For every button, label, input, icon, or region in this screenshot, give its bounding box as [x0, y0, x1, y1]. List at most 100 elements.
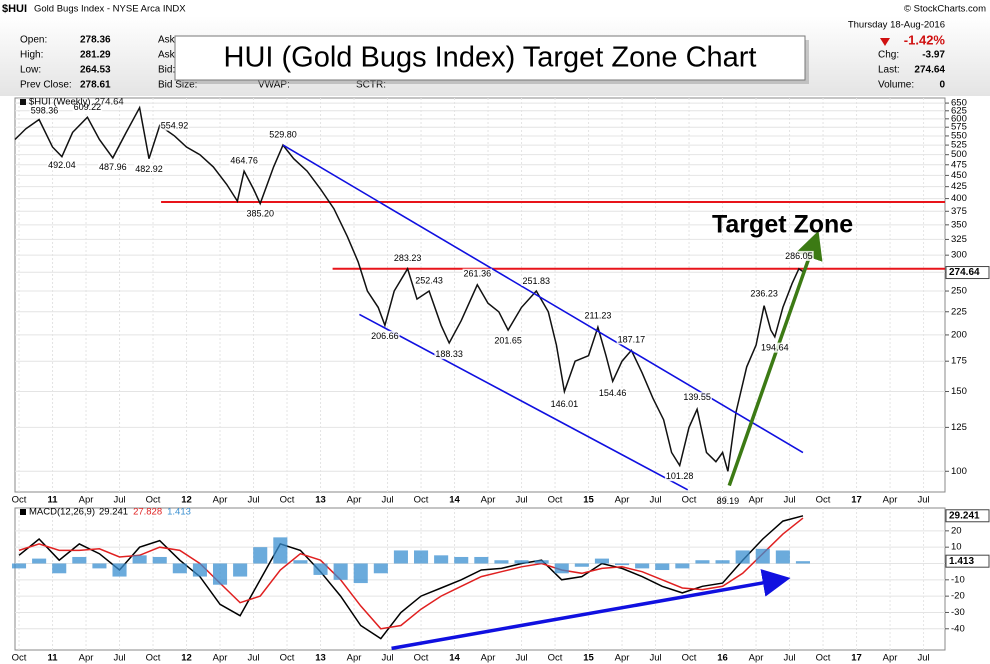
x-tick-label: Jul	[247, 495, 259, 506]
histogram-bar	[635, 563, 650, 569]
stat-label: VWAP:	[258, 80, 290, 91]
y-tick-label: 325	[951, 234, 967, 245]
histogram-bar	[72, 556, 87, 564]
y-tick-label: 600	[951, 113, 967, 124]
peak-label-bg	[47, 160, 77, 171]
histogram-bar	[795, 561, 810, 564]
peak-label-bg	[760, 342, 790, 353]
x-tick-label: Apr	[79, 495, 94, 506]
y-tick-label: 525	[951, 140, 967, 151]
y-tick-label: -10	[951, 574, 965, 585]
x-tick-label: 13	[315, 653, 326, 664]
peak-label: 482.92	[135, 164, 163, 174]
stat-value: 281.29	[80, 50, 111, 61]
histogram-bar	[675, 563, 690, 569]
legend-value: 29.241	[99, 507, 128, 518]
y-tick-label: 475	[951, 159, 967, 170]
peak-label-bg	[159, 120, 190, 131]
x-tick-label: 12	[181, 495, 192, 506]
peak-label-bg	[583, 310, 613, 321]
y-tick-label: -40	[951, 623, 965, 634]
trend-line	[391, 569, 791, 651]
x-tick-label: Jul	[649, 495, 661, 506]
histogram-bar	[112, 563, 127, 577]
x-tick-label: Jul	[113, 653, 125, 664]
histogram-bar	[92, 563, 107, 569]
x-tick-label: Apr	[749, 495, 764, 506]
y-tick-label: 575	[951, 122, 967, 133]
peak-label: 492.04	[48, 160, 76, 170]
histogram-bar	[615, 563, 630, 566]
y-tick-label: 300	[951, 250, 967, 261]
peak-label-bg	[134, 163, 164, 174]
x-tick-label: 17	[851, 495, 862, 506]
date: Thursday 18-Aug-2016	[848, 20, 945, 31]
stat-label: SCTR:	[356, 80, 386, 91]
y-tick-label: 625	[951, 105, 967, 116]
histogram-bar	[273, 537, 288, 564]
peak-label-bg	[72, 102, 103, 113]
chart-title: HUI (Gold Bugs Index) Target Zone Chart	[224, 42, 757, 74]
last-value-box	[945, 266, 990, 280]
peak-label-bg	[229, 155, 259, 166]
stat-label: Prev Close:	[20, 80, 72, 91]
trend-line	[727, 230, 823, 487]
histogram-bar	[373, 563, 388, 574]
y-tick-label: 100	[951, 466, 967, 477]
legend-name: $HUI (Weekly)	[29, 97, 91, 108]
histogram-bar	[333, 563, 348, 580]
y-tick-label: -30	[951, 607, 965, 618]
legend-value: 27.828	[133, 507, 162, 518]
x-tick-label: Jul	[783, 495, 795, 506]
x-tick-label: Jul	[515, 495, 527, 506]
x-tick-label: Oct	[146, 653, 161, 664]
x-tick-label: Oct	[548, 653, 563, 664]
x-tick-label: Apr	[615, 495, 630, 506]
peak-label: 139.55	[683, 392, 711, 402]
legend-name: MACD(12,26,9)	[29, 507, 95, 518]
x-tick-label: Oct	[414, 653, 429, 664]
x-tick-label: 11	[47, 495, 58, 506]
histogram-bar	[735, 550, 750, 564]
x-tick-label: Oct	[682, 653, 697, 664]
histogram-bar	[474, 556, 489, 564]
histogram-bar	[594, 558, 609, 564]
peak-label: 154.46	[599, 388, 627, 398]
last-value: 274.64	[949, 267, 980, 278]
histogram-bar	[655, 563, 670, 571]
peak-label-bg	[715, 496, 741, 507]
stat-value: 274.64	[914, 65, 945, 76]
peak-label: 236.23	[750, 289, 778, 299]
x-tick-label: Oct	[12, 653, 27, 664]
last-value: 29.241	[949, 510, 980, 521]
peak-label: 609.22	[74, 102, 102, 112]
change-pct: -1.42%	[904, 32, 946, 47]
peak-label: 101.28	[666, 471, 694, 481]
histogram-bar	[534, 560, 549, 564]
y-tick-label: 425	[951, 181, 967, 192]
y-tick-label: 500	[951, 149, 967, 160]
peak-label-bg	[549, 399, 580, 410]
histogram-bar	[32, 558, 47, 564]
y-tick-label: 150	[951, 386, 967, 397]
peak-label: 487.96	[99, 162, 127, 172]
x-tick-label: Jul	[917, 653, 929, 664]
stat-value: 278.36	[80, 35, 111, 46]
y-tick-label: 10	[951, 542, 962, 553]
peak-label-bg	[414, 275, 444, 286]
histogram-bar	[152, 556, 167, 564]
stat-value: 264.53	[80, 65, 111, 76]
peak-label: 283.23	[394, 253, 422, 263]
credit: © StockCharts.com	[904, 4, 986, 15]
x-tick-label: Jul	[381, 495, 393, 506]
x-tick-label: Apr	[213, 495, 228, 506]
series-line	[18, 515, 804, 640]
legend-swatch	[20, 99, 26, 105]
symbol: $HUI	[2, 3, 27, 15]
peak-label-bg	[370, 330, 400, 341]
peak-label: 188.33	[435, 349, 463, 359]
histogram-bar	[755, 548, 770, 564]
peak-label: 554.92	[161, 121, 189, 131]
x-tick-label: Jul	[247, 653, 259, 664]
y-tick-label: 450	[951, 170, 967, 181]
